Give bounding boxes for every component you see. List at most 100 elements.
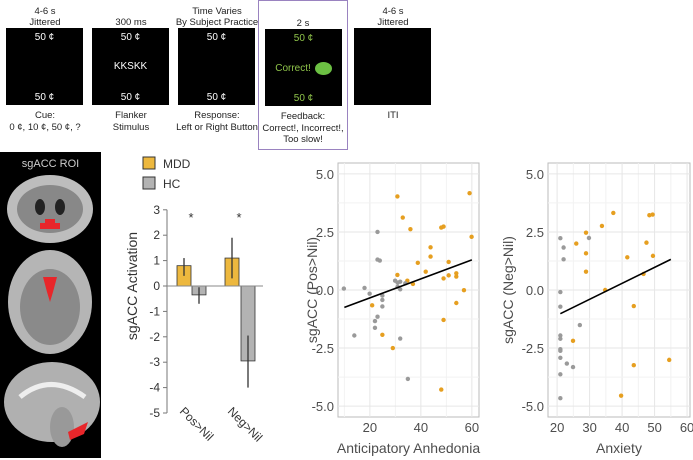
point-mdd <box>574 241 579 246</box>
panel-description: Flanker Stimulus <box>86 110 176 133</box>
description-line: Left or Right Button <box>176 121 258 133</box>
panel-description: Response: Left or Right Button <box>172 110 262 133</box>
sagittal-slice <box>4 362 100 447</box>
point-hc <box>398 336 403 341</box>
point-mdd <box>618 393 624 398</box>
timing-line: 300 ms <box>115 17 147 28</box>
point-mdd <box>667 357 672 363</box>
y-axis-title: sgACC (Neg>Nil) <box>500 236 516 344</box>
point-mdd <box>570 338 576 344</box>
point-mdd <box>641 271 646 277</box>
screen-bottom-text: 50 ¢ <box>34 92 55 103</box>
legend-swatch-mdd <box>142 156 156 170</box>
point-hc <box>558 355 563 360</box>
point-hc <box>558 236 563 241</box>
brain-slices <box>4 175 100 447</box>
stimulus-screen: 50 ¢ 50 ¢ <box>6 28 83 105</box>
point-mdd <box>446 273 451 278</box>
point-hc <box>564 361 570 366</box>
timing-line: 4-6 s <box>382 6 404 17</box>
y-tick-label: 2 <box>153 228 160 242</box>
point-hc <box>395 284 400 289</box>
point-hc <box>558 289 563 295</box>
y-tick-label: 2.5 <box>316 225 334 240</box>
timing-line: Time Varies <box>192 6 242 17</box>
feedback-text: Correct! <box>275 63 311 75</box>
stimulus-screen: 50 ¢ KKSKK 50 ¢ <box>92 28 169 105</box>
bar-mdd-1 <box>224 257 240 287</box>
point-mdd <box>602 287 608 293</box>
x-tick-label: 40 <box>414 420 428 435</box>
point-mdd <box>631 303 636 309</box>
point-hc <box>375 257 380 262</box>
point-hc <box>405 376 411 382</box>
x-tick-label: 60 <box>680 420 693 435</box>
point-mdd <box>599 223 605 229</box>
coronal-slice <box>7 175 93 243</box>
point-hc <box>362 285 367 291</box>
screen-bottom-text: 50 ¢ <box>206 92 227 103</box>
description-line: Cue: <box>34 110 56 121</box>
point-mdd <box>644 240 649 245</box>
x-tick-label: 40 <box>615 420 629 435</box>
y-tick-label: -2.5 <box>522 341 544 356</box>
timing-line: Jittered <box>29 17 61 28</box>
legend-label: MDD <box>163 157 191 171</box>
x-tick-label: 50 <box>647 420 661 435</box>
point-mdd <box>611 210 616 216</box>
y-tick-label: -3 <box>149 355 160 369</box>
task-panel: 4-6 s Jittered ITI <box>348 0 438 150</box>
significance-star: * <box>188 210 193 225</box>
bar-chart: MDD HC3 2 1 0 -1 -2 -3 -4 -5 sgACC Activation * Pos>… <box>124 156 265 445</box>
stimulus-screen <box>354 28 431 105</box>
panel-timing: 4-6 s Jittered <box>0 6 90 28</box>
point-mdd <box>446 259 451 265</box>
regression-line <box>344 259 473 309</box>
timing-line: By Subject Practice <box>175 17 259 28</box>
task-panel: 4-6 s Jittered 50 ¢ 50 ¢ Cue: 0 ¢, 10 ¢, 50 ¢… <box>0 0 90 150</box>
task-panel: 2 s 50 ¢ Correct! 50 ¢ Feedback: Correct!, In… <box>258 0 348 150</box>
point-mdd <box>467 190 472 196</box>
point-mdd <box>390 345 396 351</box>
screen-top-text: 50 ¢ <box>34 32 55 43</box>
point-hc <box>561 257 566 262</box>
x-tick-label: Neg>Nil <box>225 404 265 444</box>
point-mdd <box>428 254 433 259</box>
point-mdd <box>423 269 428 274</box>
screen-middle-text: Correct! <box>265 62 342 75</box>
description-line: Flanker <box>115 110 147 121</box>
screen-bottom-text: 50 ¢ <box>293 93 314 104</box>
x-axis-title: Anticipatory Anhedonia <box>337 440 480 456</box>
regression-line <box>559 258 672 315</box>
point-hc <box>570 364 576 370</box>
point-mdd <box>441 276 446 281</box>
point-mdd <box>439 387 444 392</box>
point-mdd <box>583 269 589 274</box>
point-hc <box>577 322 583 328</box>
x-tick-label: 30 <box>582 420 596 435</box>
point-hc <box>558 348 563 354</box>
axial-slice <box>8 250 92 354</box>
y-tick-label: 0.0 <box>316 283 334 298</box>
point-mdd <box>441 224 446 229</box>
plot-panel <box>337 162 480 418</box>
panel-timing: 4-6 s Jittered <box>348 6 438 28</box>
screen-middle-text: KKSKK <box>113 61 148 72</box>
y-tick-label: 3 <box>153 203 160 217</box>
point-hc <box>558 304 563 309</box>
description-line: Stimulus <box>112 121 150 133</box>
smiley-icon <box>314 62 332 75</box>
panel-description: ITI <box>348 110 438 122</box>
point-hc <box>558 336 563 341</box>
point-mdd <box>647 213 652 218</box>
y-tick-label: -5 <box>149 406 160 420</box>
timing-line: Jittered <box>377 17 409 28</box>
x-tick-label: 20 <box>363 420 377 435</box>
screen-top-text: 50 ¢ <box>206 32 227 43</box>
point-mdd <box>454 271 459 276</box>
brain-roi-panel: sgACC ROI <box>0 152 101 458</box>
point-hc <box>375 229 380 235</box>
roi-coronal <box>40 219 60 229</box>
point-mdd <box>400 215 405 220</box>
x-axis-title: Anxiety <box>596 440 642 456</box>
